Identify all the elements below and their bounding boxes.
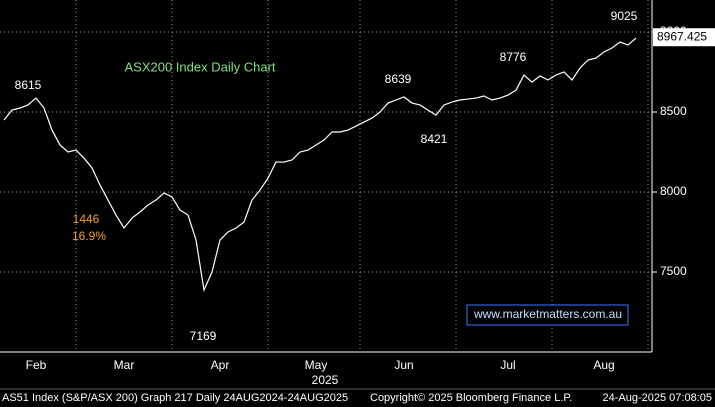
footer-date: 24-Aug-2025 07:08:05 — [603, 392, 712, 404]
point-label: 9025 — [611, 9, 638, 23]
website: www.marketmatters.com.au — [473, 307, 622, 321]
x-tick-label: Jul — [500, 358, 515, 372]
price-line — [3, 37, 637, 293]
x-tick-label: Apr — [211, 358, 230, 372]
point-label: 8776 — [500, 50, 527, 64]
y-tick-label: 7500 — [660, 264, 687, 278]
footer-copyright: Copyright© 2025 Bloomberg Finance L.P. — [370, 392, 572, 404]
month-separators — [75, 0, 649, 352]
y-tick-label: 8000 — [660, 184, 687, 198]
year-label: 2025 — [312, 373, 339, 387]
last-price-box — [653, 28, 715, 47]
website-box — [466, 304, 629, 326]
x-tick-label: Mar — [114, 358, 135, 372]
x-tick-label: Aug — [593, 358, 614, 372]
x-tick-label: Feb — [26, 358, 47, 372]
x-tick-label: May — [305, 358, 328, 372]
annotation: 16.9% — [72, 229, 106, 243]
x-tick-label: Jun — [394, 358, 413, 372]
point-label: 8639 — [385, 72, 412, 86]
last-price: 8967.425 — [657, 29, 707, 43]
point-label: 8615 — [15, 78, 42, 92]
footer-left: AS51 Index (S&P/ASX 200) Graph 217 Daily… — [2, 392, 348, 404]
annotation: 1446 — [73, 212, 100, 226]
y-tick-label: 8500 — [660, 104, 687, 118]
point-label: 7169 — [190, 329, 217, 343]
chart-title: ASX200 Index Daily Chart — [124, 59, 275, 74]
point-label: 8421 — [421, 132, 448, 146]
